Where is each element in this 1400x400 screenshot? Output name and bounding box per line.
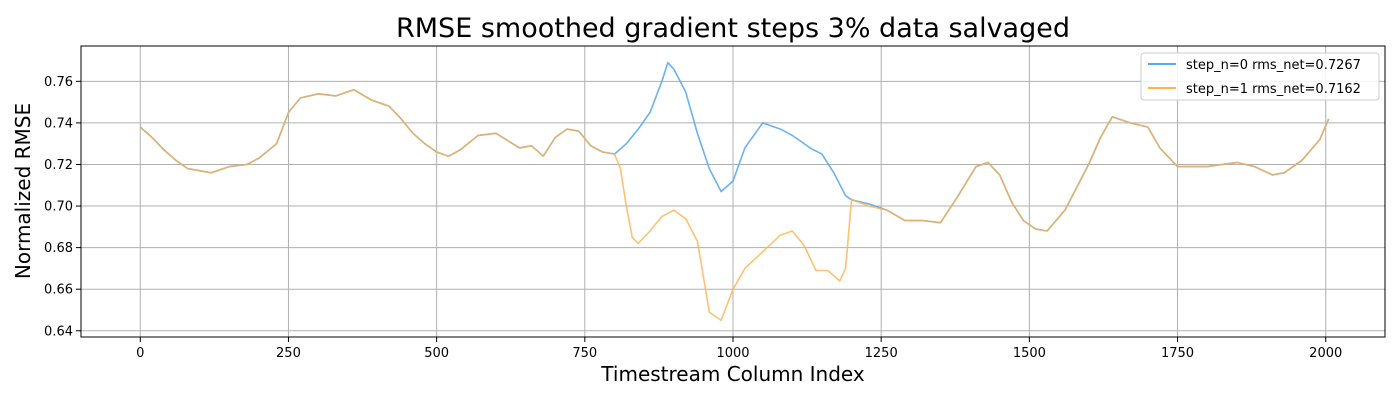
x-tick-label: 0 <box>136 346 144 361</box>
y-tick-label: 0.76 <box>44 75 73 90</box>
grid <box>81 46 1385 337</box>
x-tick-label: 500 <box>424 346 449 361</box>
series-line-step-n-1 <box>139 88 1330 322</box>
legend-label-step-n-0: step_n=0 rms_net=0.7267 <box>1186 58 1361 73</box>
y-tick-label: 0.70 <box>44 200 73 215</box>
y-tick-label: 0.66 <box>44 283 73 298</box>
x-tick-label: 1500 <box>1013 346 1046 361</box>
x-tick-label: 1250 <box>865 346 898 361</box>
series-layer <box>139 61 1330 322</box>
legend-box <box>1140 52 1380 101</box>
x-axis: 0 250 500 750 1000 1250 1500 1750 2000 <box>136 337 1342 361</box>
legend: step_n=0 rms_net=0.7267 step_n=1 rms_net… <box>1140 52 1380 101</box>
x-axis-label: Timestream Column Index <box>600 362 865 386</box>
y-tick-label: 0.74 <box>44 116 73 131</box>
x-tick-label: 2000 <box>1309 346 1342 361</box>
x-tick-label: 250 <box>276 346 301 361</box>
x-tick-label: 750 <box>572 346 597 361</box>
chart-title: RMSE smoothed gradient steps 3% data sal… <box>396 13 1070 44</box>
x-tick-label: 1000 <box>716 346 749 361</box>
y-axis-label: Normalized RMSE <box>11 103 35 279</box>
y-tick-label: 0.64 <box>44 324 73 339</box>
y-tick-label: 0.68 <box>44 241 73 256</box>
y-tick-label: 0.72 <box>44 158 73 173</box>
x-tick-label: 1750 <box>1161 346 1194 361</box>
legend-label-step-n-1: step_n=1 rms_net=0.7162 <box>1186 82 1361 97</box>
y-axis: 0.64 0.66 0.68 0.70 0.72 0.74 0.76 <box>44 75 81 339</box>
